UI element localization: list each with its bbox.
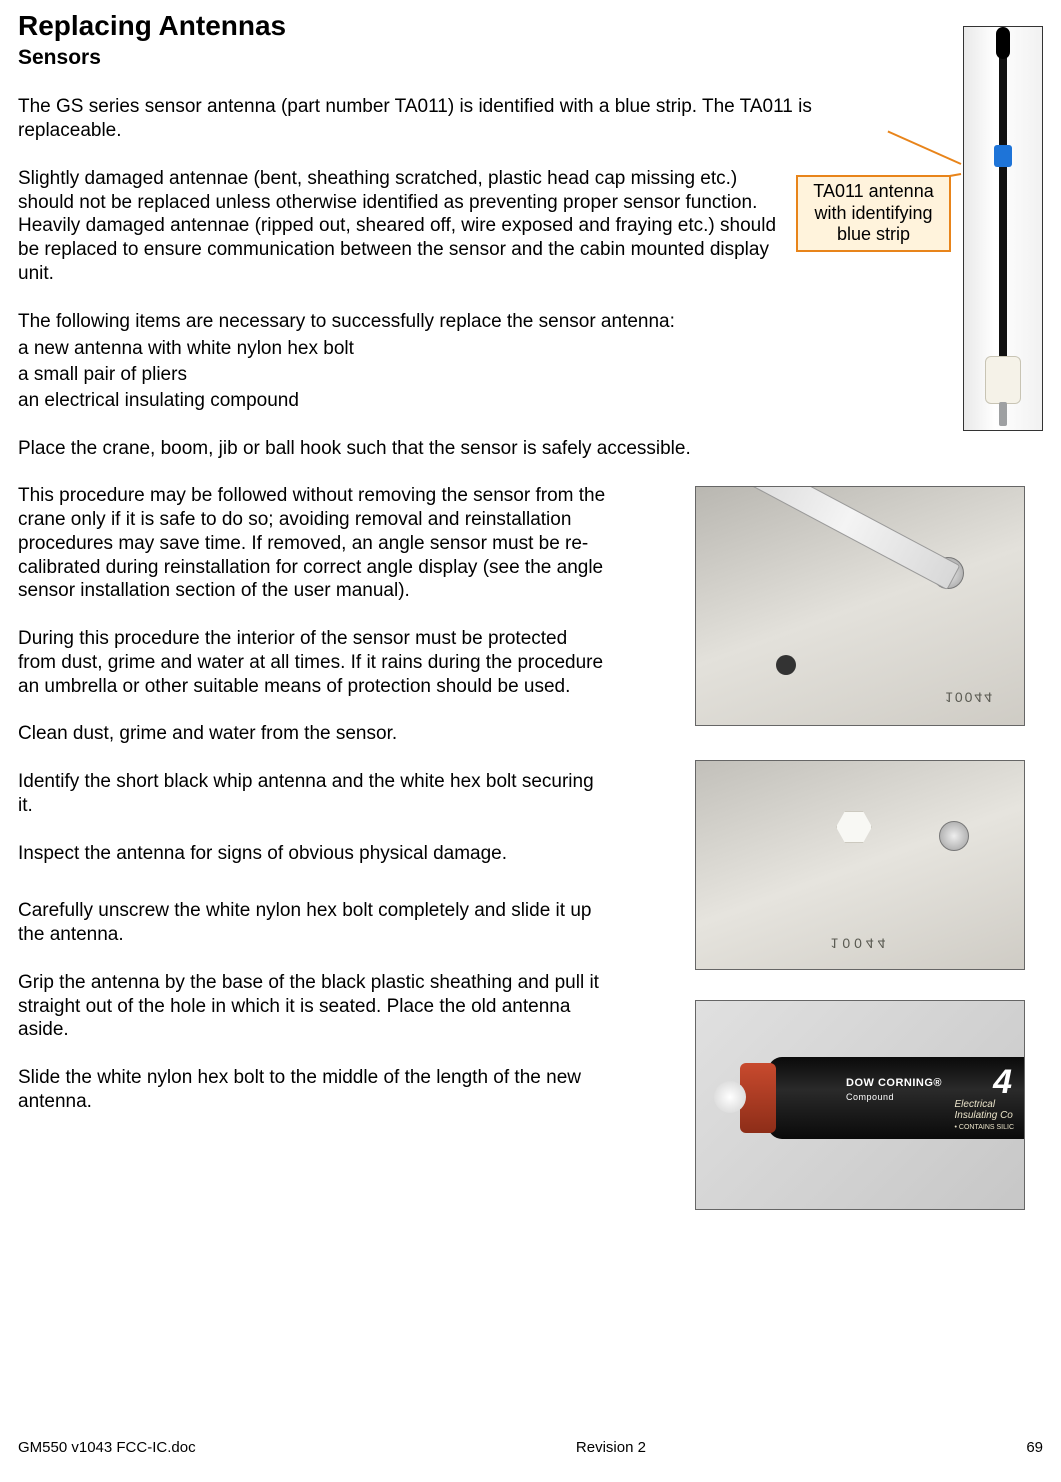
brand-sub: Compound [846,1092,894,1102]
product-label: Electrical Insulating Co • CONTAINS SILI… [955,1099,1015,1132]
body-paragraph: During this procedure the interior of th… [18,627,608,698]
list-item: an electrical insulating compound [18,389,1043,413]
product-label-line: Electrical [955,1099,996,1110]
body-paragraph: Grip the antenna by the base of the blac… [18,971,608,1042]
bolt-icon [939,821,969,851]
figure-antenna [963,26,1043,431]
tube-nozzle-icon [714,1081,746,1113]
product-brand: DOW CORNING® Compound [846,1077,942,1105]
figure-serial-number: 10044 [696,934,1024,952]
body-paragraph: Slide the white nylon hex bolt to the mi… [18,1066,608,1114]
hole-icon [776,655,796,675]
document-page: Replacing Antennas Sensors The GS series… [0,0,1061,1482]
body-paragraph: Identify the short black whip antenna an… [18,770,608,818]
product-label-line: • CONTAINS SILIC [955,1124,1015,1131]
page-footer: GM550 v1043 FCC-IC.doc Revision 2 69 [18,1439,1043,1458]
section-subtitle: Sensors [18,45,1043,71]
body-paragraph: Slightly damaged antennae (bent, sheathi… [18,167,793,286]
bolt-icon [932,557,964,589]
figure-compound-tube: DOW CORNING® Compound 4 Electrical Insul… [695,1000,1025,1210]
body-paragraph: Clean dust, grime and water from the sen… [18,722,608,746]
body-paragraph: This procedure may be followed without r… [18,484,608,603]
list-item: a new antenna with white nylon hex bolt [18,337,1043,361]
antenna-tip-icon [996,27,1010,59]
footer-filename: GM550 v1043 FCC-IC.doc [18,1439,196,1458]
body-paragraph: Inspect the antenna for signs of obvious… [18,842,608,866]
figure-serial-number: 10044 [945,688,994,706]
antenna-rod-icon [999,31,1007,361]
list-intro: The following items are necessary to suc… [18,310,1043,334]
page-title: Replacing Antennas [18,8,1043,43]
list-item: a small pair of pliers [18,363,1043,387]
figure-hex-bolt: 10044 [695,760,1025,970]
brand-name: DOW CORNING® [846,1077,942,1089]
body-paragraph: Place the crane, boom, jib or ball hook … [18,437,1043,461]
antenna-blue-strip-icon [994,145,1012,167]
figure-callout: TA011 antenna with identifying blue stri… [796,175,951,252]
footer-page-number: 69 [1026,1439,1043,1458]
antenna-pin-icon [999,402,1007,426]
antenna-base-icon [985,356,1021,404]
callout-leader-line-icon [888,131,962,165]
figure-wrench: 10044 [695,486,1025,726]
body-paragraph: Carefully unscrew the white nylon hex bo… [18,899,608,947]
product-number: 4 [993,1061,1012,1104]
footer-revision: Revision 2 [576,1439,646,1458]
hex-bolt-icon [836,811,872,843]
product-label-line: Insulating Co [955,1110,1013,1121]
body-paragraph: The GS series sensor antenna (part numbe… [18,95,818,143]
